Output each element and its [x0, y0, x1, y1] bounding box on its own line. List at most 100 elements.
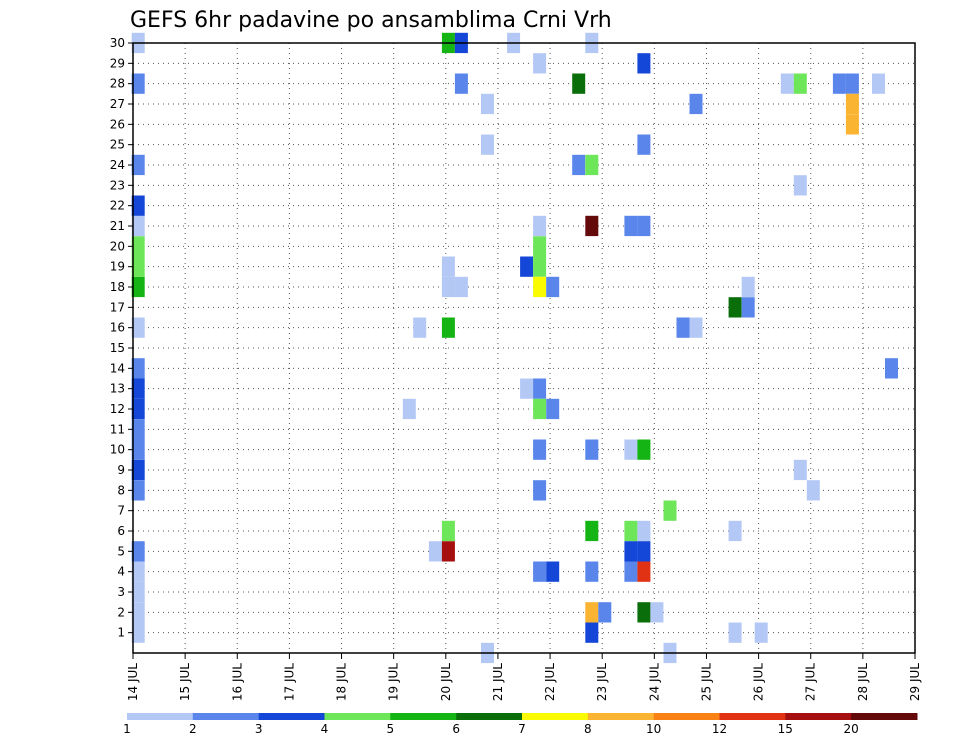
x-tick-label: 16 JUL: [230, 663, 244, 701]
x-tick-label: 17 JUL: [282, 663, 296, 701]
y-tick-label: 23: [110, 178, 125, 192]
heatmap-cell: [131, 195, 145, 216]
colorbar-label: 12: [712, 722, 727, 736]
y-tick-label: 2: [117, 605, 125, 619]
colorbar-label: 10: [646, 722, 661, 736]
heatmap-cell: [572, 73, 586, 94]
heatmap-cell: [481, 93, 494, 115]
heatmap-cell: [585, 439, 599, 460]
colorbar-swatch: [653, 713, 720, 720]
heatmap-cell: [637, 439, 651, 460]
heatmap-cell: [754, 622, 768, 643]
colorbar-label: 7: [518, 722, 526, 736]
heatmap-cell: [131, 459, 145, 481]
heatmap-cell: [663, 500, 677, 521]
x-tick-label: 15 JUL: [178, 663, 192, 701]
y-tick-label: 16: [110, 321, 125, 335]
y-tick-label: 26: [110, 117, 125, 131]
y-tick-label: 1: [117, 626, 125, 640]
colorbar-label: 4: [321, 722, 329, 736]
heatmap-cell: [793, 73, 807, 94]
colorbar-label: 6: [452, 722, 460, 736]
x-tick-label: 14 JUL: [126, 663, 140, 701]
colorbar-label: 2: [189, 722, 197, 736]
x-tick-label: 24 JUL: [647, 663, 661, 701]
heatmap-cell: [832, 73, 846, 94]
heatmap-cell: [780, 73, 794, 94]
heatmap-cell: [481, 134, 494, 155]
heatmap-cell: [454, 276, 468, 298]
y-tick-label: 18: [110, 280, 125, 294]
heatmap-cell: [533, 378, 547, 399]
x-tick-label: 26 JUL: [752, 663, 766, 701]
x-axis: 14 JUL 15 JUL 16 JUL 17 JUL 18 JUL 19 JUL 20 J…: [126, 653, 922, 701]
y-tick-label: 17: [110, 300, 125, 314]
y-tick-label: 8: [117, 483, 125, 497]
y-tick-label: 27: [110, 97, 125, 111]
heatmap-cell: [533, 439, 547, 460]
colorbar-label: 1: [123, 722, 131, 736]
x-tick-label: 22 JUL: [543, 663, 557, 701]
y-tick-label: 12: [110, 402, 125, 416]
heatmap-cell: [546, 276, 560, 298]
y-tick-label: 9: [117, 463, 125, 477]
heatmap-cell: [728, 520, 742, 542]
heatmap-cell: [872, 73, 885, 94]
heatmap-cell: [441, 520, 455, 542]
x-tick-label: 29 JUL: [908, 663, 922, 701]
colorbar-swatch: [324, 713, 391, 720]
colorbar-swatch: [522, 713, 589, 720]
heatmap-cell: [131, 154, 145, 176]
heatmap-cell: [533, 480, 547, 501]
heatmap-cell: [131, 317, 145, 338]
colorbar-swatch: [258, 713, 325, 720]
heatmap-cell: [454, 73, 468, 94]
heatmap-cell: [441, 541, 455, 562]
colorbar-swatch: [587, 713, 655, 720]
y-tick-label: 6: [117, 524, 125, 538]
heatmap-cell: [572, 154, 586, 176]
x-tick-label: 27 JUL: [804, 663, 818, 701]
heatmap-cell: [741, 276, 755, 298]
heatmap-cell: [546, 561, 560, 582]
heatmap-cell: [585, 622, 599, 643]
heatmap-cell: [520, 378, 534, 399]
heatmap-cell: [533, 276, 547, 298]
heatmap-cell: [131, 561, 145, 582]
y-tick-label: 13: [110, 382, 125, 396]
heatmap-cell: [598, 602, 612, 623]
colorbar-label: 15: [778, 722, 793, 736]
heatmap-cell: [131, 276, 145, 298]
y-tick-label: 4: [117, 565, 125, 579]
heatmap-cell: [637, 602, 651, 623]
colorbar: 1 2 3 4 5 6 7 8 10 12 15 20: [123, 713, 918, 736]
heatmap-cell: [793, 459, 807, 481]
heatmap-cell: [637, 561, 651, 582]
heatmap-cell: [885, 358, 898, 379]
heatmap-cell: [533, 236, 547, 257]
heatmap-cell: [845, 114, 859, 135]
colorbar-swatch: [192, 713, 260, 720]
heatmap-cell: [637, 53, 651, 74]
x-tick-label: 25 JUL: [699, 663, 713, 701]
heatmap-cell: [441, 276, 455, 298]
grid-lines: [133, 42, 915, 653]
heatmap-cell: [131, 236, 145, 257]
colorbar-swatch: [390, 713, 457, 720]
colorbar-label: 8: [584, 722, 592, 736]
heatmap-cell: [131, 439, 145, 460]
y-tick-label: 28: [110, 77, 125, 91]
heatmap-cell: [624, 561, 638, 582]
heatmap-cell: [637, 541, 651, 562]
data-cells: [131, 32, 898, 664]
x-tick-label: 20 JUL: [439, 663, 453, 701]
y-tick-label: 3: [117, 585, 125, 599]
heatmap-cell: [131, 378, 145, 399]
heatmap-cell: [533, 398, 547, 420]
y-tick-label: 22: [110, 199, 125, 213]
y-tick-label: 10: [110, 443, 125, 457]
heatmap-cell: [131, 480, 145, 501]
x-tick-label: 19 JUL: [387, 663, 401, 701]
heatmap-cell: [806, 480, 820, 501]
